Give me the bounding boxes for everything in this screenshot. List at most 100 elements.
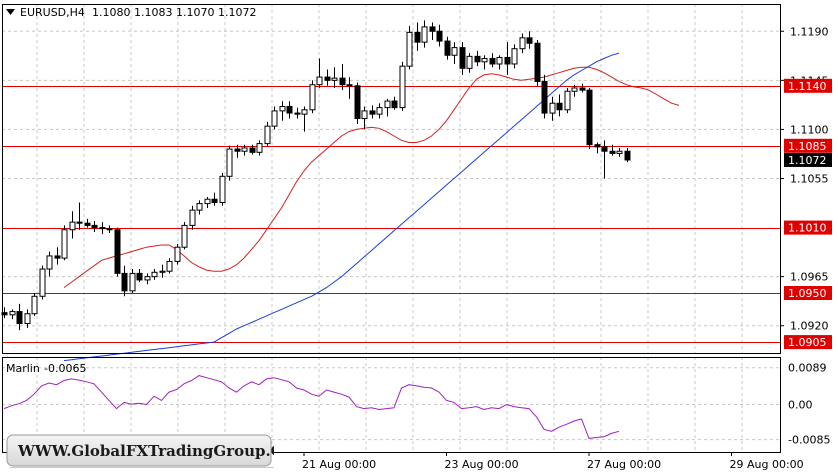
candle-body [496,56,503,65]
candle [549,96,556,121]
oscillator-value: -0.0065 [44,362,86,375]
oscillator-name: Marlin [6,362,40,375]
x-tick-label: 29 Aug 00:00 [730,458,804,471]
candle [136,269,143,283]
candle [616,147,623,157]
candle [114,227,121,277]
candle [354,82,361,124]
candle-body [399,65,406,109]
candle [601,140,608,179]
candle [84,218,91,228]
candle-body [181,224,188,248]
candle-body [361,110,368,120]
candle [309,80,316,114]
candle-body [39,268,46,297]
candle-body [196,203,203,211]
candle-body [249,147,256,153]
level-label: 1.0950 [788,287,827,300]
triangle-down-icon[interactable] [6,9,15,15]
level-label: 1.0905 [788,336,827,349]
candle-body [69,221,76,231]
candle-body [189,209,196,226]
oscillator-line [3,375,620,439]
candle-body [534,42,541,82]
candle [489,53,496,68]
candle [76,202,83,230]
candle [414,22,421,51]
candle-body [151,271,158,278]
candle [534,39,541,86]
candle-body [316,76,323,86]
candle [391,96,398,110]
watermark-badge: WWW.GlobalFXTradingGroup.Com [6,434,309,469]
candle-body [459,47,466,69]
level-label-box [784,138,832,153]
candle-body [129,272,136,292]
candle-body [294,112,301,115]
candle [144,273,151,285]
candle-body [601,146,608,152]
candle [264,121,271,147]
candle-body [264,125,271,145]
candle-body [579,87,586,91]
candle [564,87,571,114]
candle-body [444,40,451,56]
candle-body [556,102,563,111]
candle-body [511,48,518,65]
candle [46,251,53,277]
candle-body [354,85,361,120]
candle-body [331,77,338,81]
candle [316,58,323,88]
level-label: 1.1140 [788,80,827,93]
candle-body [586,89,593,146]
candle [271,106,278,130]
candle [219,173,226,206]
candle [106,225,113,234]
candle-body [436,30,443,42]
candle-body [481,58,488,63]
candle [189,205,196,230]
candle [436,24,443,47]
candle-body [234,148,241,152]
candle-body [571,87,578,92]
level-label-box [784,220,832,235]
level-label-box [784,335,832,350]
symbol-label: EURUSD,H4 [20,6,85,19]
level-lines [2,86,780,343]
candle-body [541,80,548,114]
candle [511,44,518,69]
watermark-text: WWW.GlobalFXTradingGroup.Com [17,442,274,460]
candle [586,87,593,150]
candle-body [594,144,601,148]
candle [421,20,428,48]
candle [399,61,406,111]
candle [324,69,331,86]
candle [241,144,248,156]
candle-body [286,106,293,114]
candle-body [451,47,458,56]
candle [204,197,211,208]
candle [159,264,166,278]
candle [474,50,481,67]
candle-body [166,260,173,272]
candle-body [474,55,481,63]
candles [1,20,631,331]
candle [444,36,451,60]
candle-body [504,56,511,65]
candle-body [61,229,68,259]
candle-body [549,102,556,114]
candle [166,258,173,274]
candle [151,269,158,280]
candle-body [136,272,143,281]
candle [226,145,233,181]
oscillator-header: Marlin -0.0065 [6,362,86,375]
candle-body [324,76,331,81]
candle [121,265,128,297]
level-label-box [784,286,832,301]
candle [39,265,46,300]
candle [301,106,308,132]
y-tick-label: 1.0920 [790,320,829,333]
candle [54,247,61,265]
candle [9,309,16,320]
oscillator-panel-border [2,357,781,453]
